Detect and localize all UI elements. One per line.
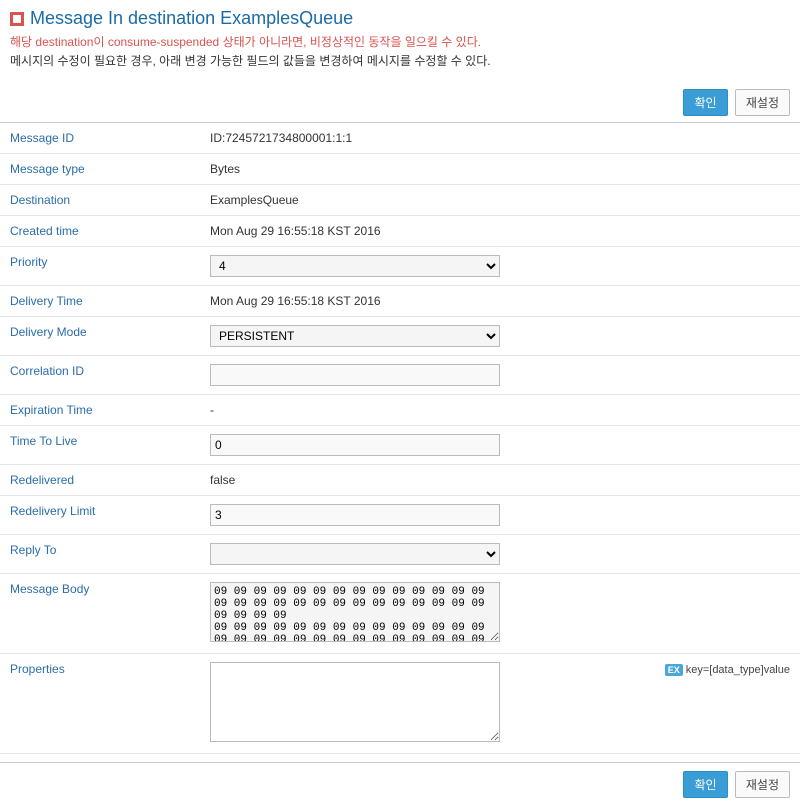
- row-properties: Properties EXkey=[data_type]value: [0, 654, 800, 754]
- reply-to-select[interactable]: [210, 543, 500, 565]
- label-destination: Destination: [0, 185, 200, 216]
- value-message-id: ID:7245721734800001:1:1: [200, 123, 800, 154]
- header: Message In destination ExamplesQueue 해당 …: [0, 0, 800, 83]
- row-correlation-id: Correlation ID: [0, 356, 800, 395]
- redelivery-limit-input[interactable]: [210, 504, 500, 526]
- value-message-type: Bytes: [200, 154, 800, 185]
- label-redelivery-limit: Redelivery Limit: [0, 496, 200, 535]
- label-delivery-time: Delivery Time: [0, 286, 200, 317]
- confirm-button[interactable]: 확인: [683, 89, 727, 116]
- row-expiration-time: Expiration Time -: [0, 395, 800, 426]
- row-delivery-mode: Delivery Mode PERSISTENT: [0, 317, 800, 356]
- confirm-button-bottom[interactable]: 확인: [683, 771, 727, 798]
- row-message-id: Message ID ID:7245721734800001:1:1: [0, 123, 800, 154]
- row-reply-to: Reply To: [0, 535, 800, 574]
- time-to-live-input[interactable]: [210, 434, 500, 456]
- fields-table: Message ID ID:7245721734800001:1:1 Messa…: [0, 123, 800, 754]
- bottom-button-bar: 확인 재설정: [0, 762, 800, 806]
- title-row: Message In destination ExamplesQueue: [10, 8, 790, 29]
- value-delivery-time: Mon Aug 29 16:55:18 KST 2016: [200, 286, 800, 317]
- label-reply-to: Reply To: [0, 535, 200, 574]
- label-expiration-time: Expiration Time: [0, 395, 200, 426]
- hint-text: key=[data_type]value: [686, 664, 790, 676]
- value-destination: ExamplesQueue: [200, 185, 800, 216]
- label-redelivered: Redelivered: [0, 465, 200, 496]
- row-destination: Destination ExamplesQueue: [0, 185, 800, 216]
- message-detail-page: Message In destination ExamplesQueue 해당 …: [0, 0, 800, 806]
- row-message-body: Message Body 09 09 09 09 09 09 09 09 09 …: [0, 574, 800, 654]
- correlation-id-input[interactable]: [210, 364, 500, 386]
- delivery-mode-select[interactable]: PERSISTENT: [210, 325, 500, 347]
- label-time-to-live: Time To Live: [0, 426, 200, 465]
- value-expiration-time: -: [200, 395, 800, 426]
- value-redelivered: false: [200, 465, 800, 496]
- warning-text: 해당 destination이 consume-suspended 상태가 아니…: [10, 33, 790, 50]
- ex-badge: EX: [665, 664, 683, 676]
- message-icon: [10, 12, 24, 26]
- properties-hint: EXkey=[data_type]value: [665, 664, 790, 676]
- row-message-type: Message type Bytes: [0, 154, 800, 185]
- label-correlation-id: Correlation ID: [0, 356, 200, 395]
- label-message-type: Message type: [0, 154, 200, 185]
- label-message-body: Message Body: [0, 574, 200, 654]
- priority-select[interactable]: 4: [210, 255, 500, 277]
- row-priority: Priority 4: [0, 247, 800, 286]
- label-created-time: Created time: [0, 216, 200, 247]
- row-redelivered: Redelivered false: [0, 465, 800, 496]
- row-redelivery-limit: Redelivery Limit: [0, 496, 800, 535]
- label-message-id: Message ID: [0, 123, 200, 154]
- info-text: 메시지의 수정이 필요한 경우, 아래 변경 가능한 필드의 값들을 변경하여 …: [10, 52, 790, 69]
- reset-button-bottom[interactable]: 재설정: [735, 771, 790, 798]
- label-properties: Properties: [0, 654, 200, 754]
- value-created-time: Mon Aug 29 16:55:18 KST 2016: [200, 216, 800, 247]
- label-delivery-mode: Delivery Mode: [0, 317, 200, 356]
- row-delivery-time: Delivery Time Mon Aug 29 16:55:18 KST 20…: [0, 286, 800, 317]
- message-body-textarea[interactable]: 09 09 09 09 09 09 09 09 09 09 09 09 09 0…: [210, 582, 500, 642]
- page-title: Message In destination ExamplesQueue: [30, 8, 353, 29]
- top-button-bar: 확인 재설정: [0, 83, 800, 123]
- properties-textarea[interactable]: [210, 662, 500, 742]
- reset-button[interactable]: 재설정: [735, 89, 790, 116]
- row-created-time: Created time Mon Aug 29 16:55:18 KST 201…: [0, 216, 800, 247]
- row-time-to-live: Time To Live: [0, 426, 800, 465]
- label-priority: Priority: [0, 247, 200, 286]
